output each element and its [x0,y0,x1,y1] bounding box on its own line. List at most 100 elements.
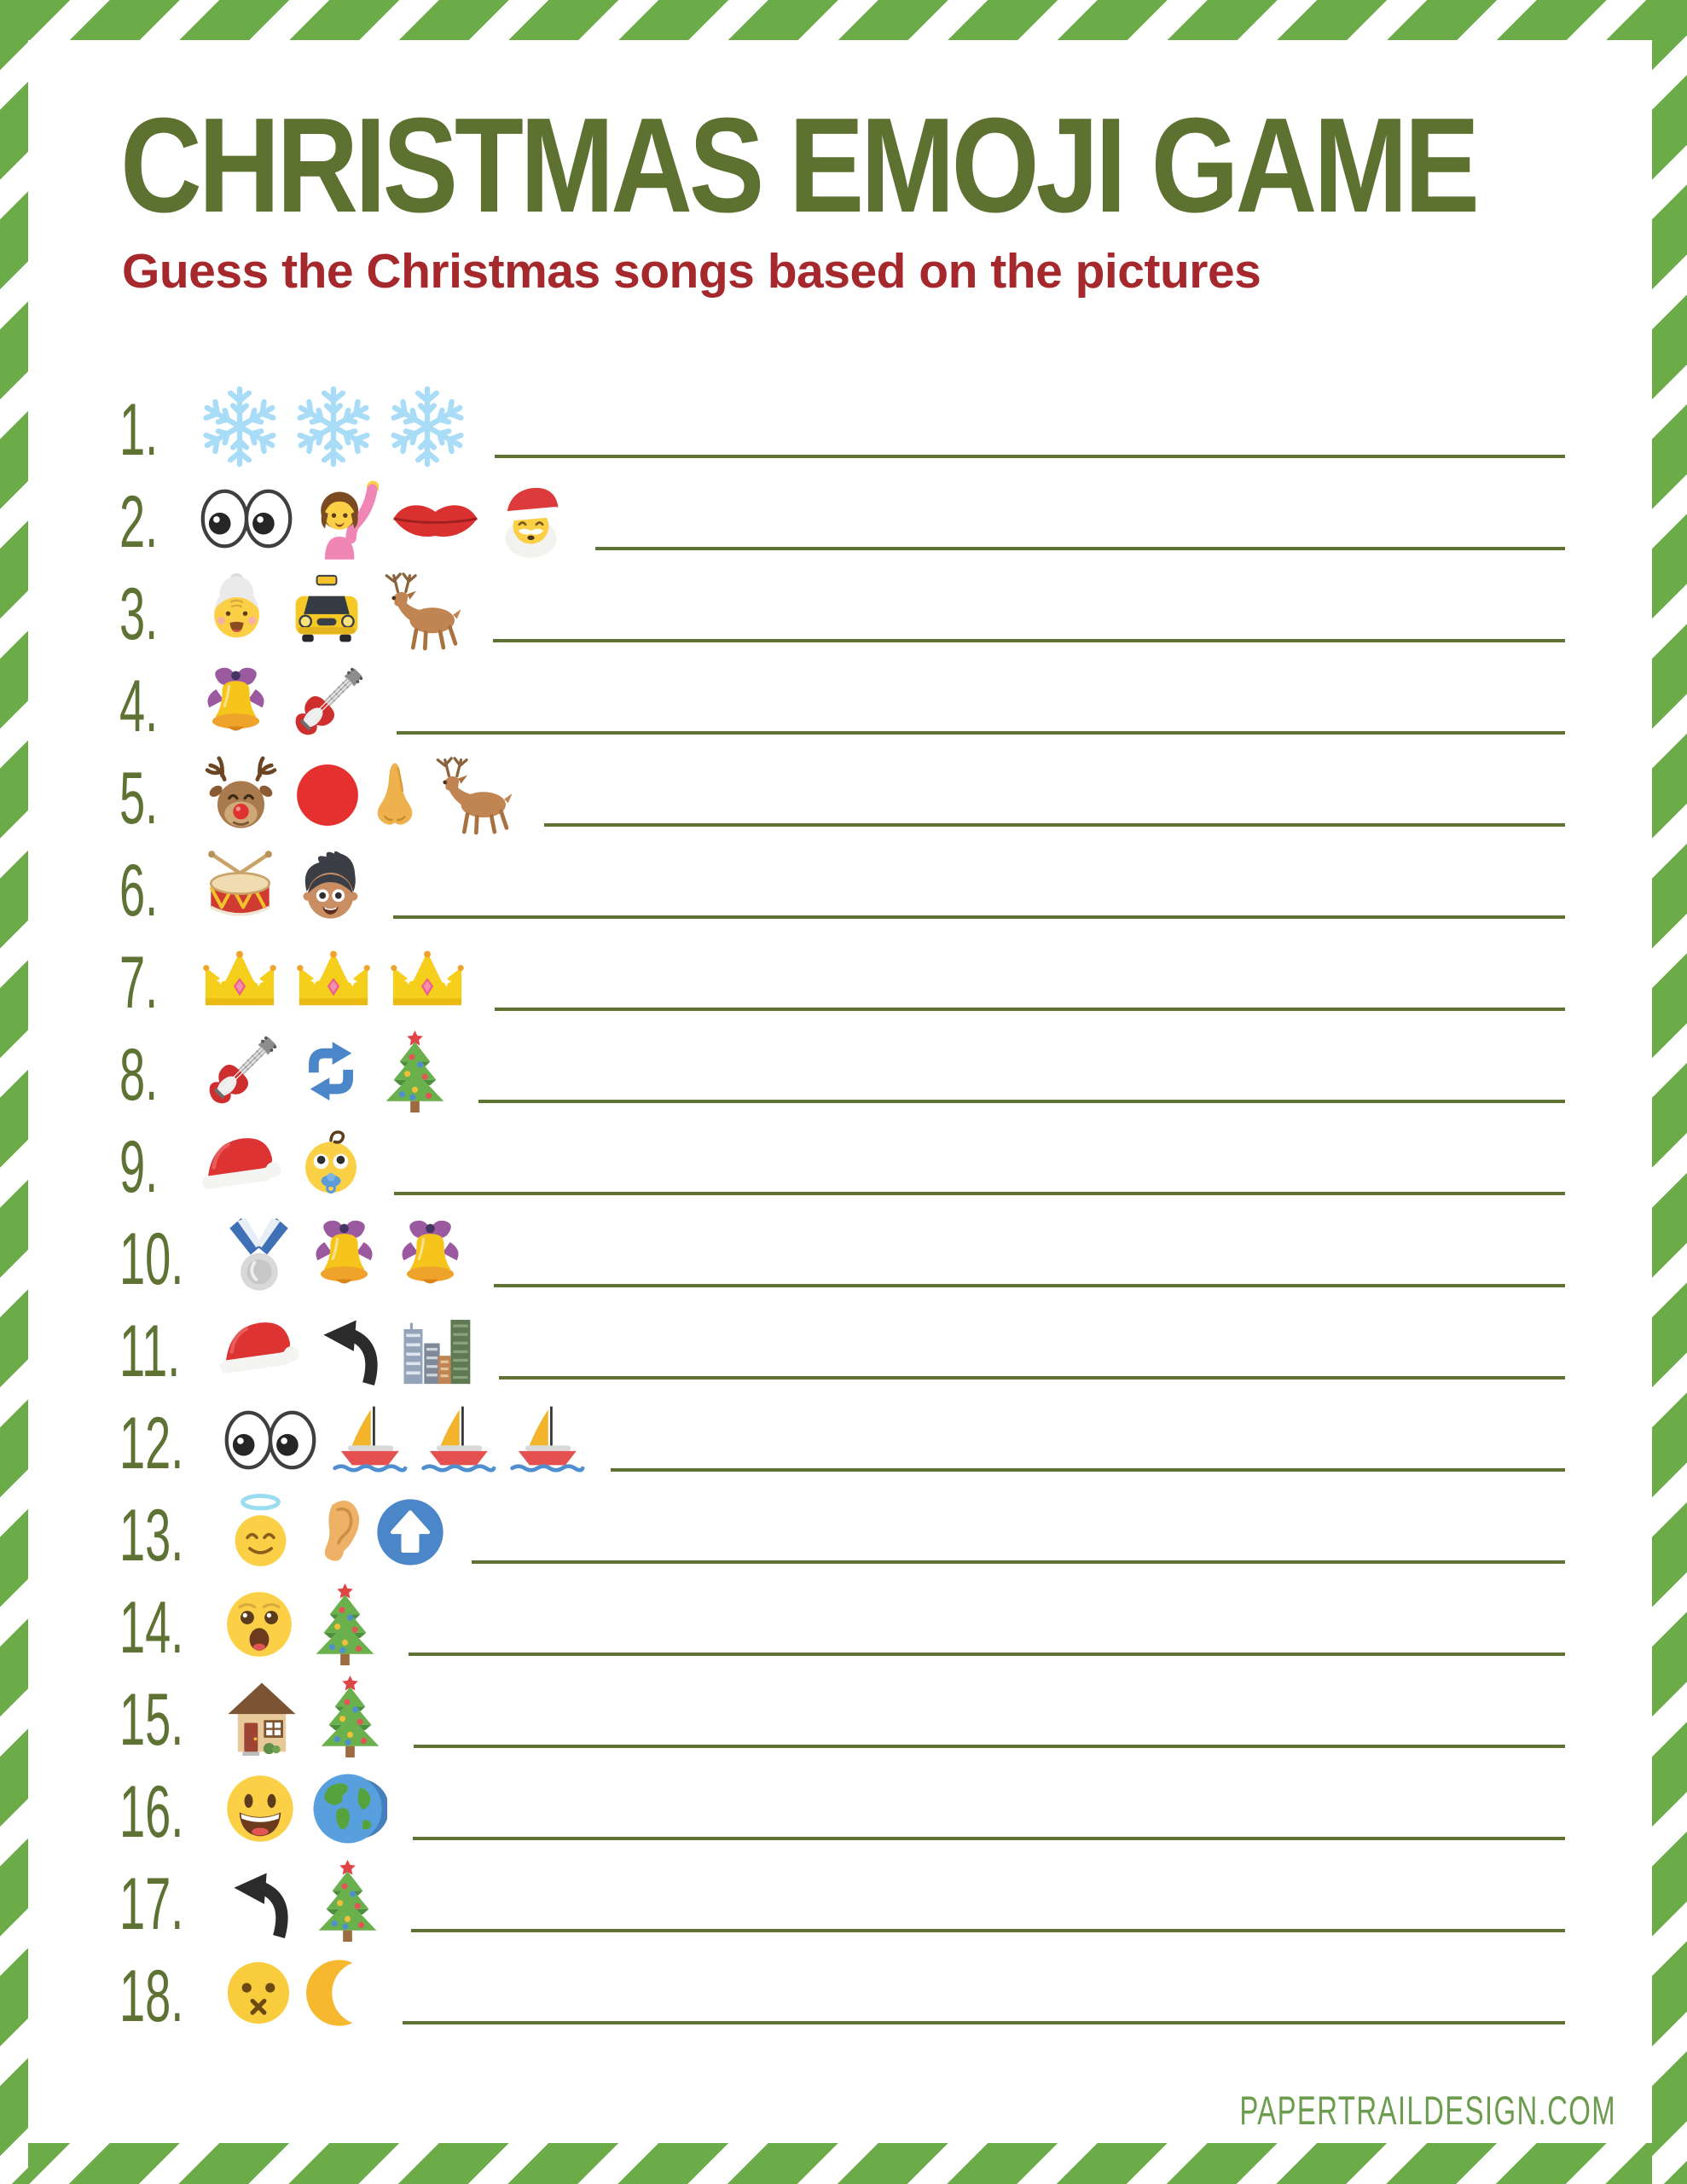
song-number: 11. [119,1310,181,1392]
santa-hat-icon [198,1128,283,1199]
striped-border-bottom [0,2143,1687,2184]
song-row: 13. [119,1486,1565,1578]
song-row: 11. [119,1302,1565,1394]
emoji-clue-group [222,1403,585,1478]
grandma-icon [198,570,275,652]
emoji-clue-group [198,478,570,560]
silent-face-icon [222,1956,295,2030]
drum-icon [198,849,282,926]
santa-claus-icon [492,478,570,560]
crescent-moon-icon [305,1957,377,2029]
emoji-clue-group [222,1956,377,2030]
up-arrow-button-icon [374,1496,446,1568]
taxi-icon [286,573,368,648]
song-number: 5. [119,758,159,839]
song-row: 8. [119,1025,1565,1118]
emoji-clue-group [198,570,467,652]
song-row: 18. [119,1947,1565,2039]
song-number: 10. [119,1218,184,1300]
lips-icon [389,494,482,543]
song-list: 1. 2. 3. 4. 5. 6. 7. 8. 9. 10. 11. 12. 13. 14. 15. 16. 1… [119,380,1565,2039]
deer-icon [429,755,519,835]
nose-icon [371,758,419,833]
emoji-clue-group [222,1215,468,1297]
song-row: 3. [119,565,1565,657]
angel-face-icon [222,1491,299,1573]
answer-blank [393,915,1565,919]
boy-icon [293,847,368,928]
snowflake-icon [292,385,375,468]
song-row: 9. [119,1118,1565,1210]
song-number: 4. [119,665,159,747]
grinning-face-icon [222,1770,299,1847]
song-number: 12. [119,1403,184,1484]
song-number: 14. [119,1587,184,1669]
emoji-clue-group [198,1125,368,1202]
song-number: 7. [119,942,159,1024]
song-row: 14. [119,1578,1565,1670]
back-arrow-icon [222,1863,299,1938]
song-number: 1. [119,389,159,471]
baby-icon [293,1125,368,1202]
earth-globe-icon [309,1769,387,1848]
answer-blank [397,731,1565,735]
emoji-clue-group [198,1028,453,1115]
snowflake-icon [198,385,281,468]
song-number: 13. [119,1495,184,1577]
snowflake-icon [386,385,469,468]
sailboat-icon [507,1403,585,1478]
answer-blank [595,547,1565,550]
striped-border-left [0,0,28,2184]
electric-guitar-icon [198,1028,285,1115]
sailboat-icon [418,1403,496,1478]
striped-border-right [1652,0,1687,2184]
silver-medal-icon [222,1216,296,1296]
song-row: 16. [119,1763,1565,1855]
song-number: 6. [119,850,159,932]
song-number: 18. [119,1955,184,2037]
answer-blank [408,1653,1565,1656]
song-row: 10. [119,1210,1565,1302]
song-number: 16. [119,1771,184,1853]
answer-blank [394,1192,1565,1195]
reindeer-face-icon [198,756,284,834]
emoji-clue-group [222,1582,383,1667]
song-row: 12. [119,1394,1565,1486]
song-number: 3. [119,573,159,655]
answer-blank [493,1284,1565,1287]
christmas-tree-icon [377,1029,453,1114]
song-row: 6. [119,841,1565,933]
eyes-icon [222,1409,319,1472]
song-row: 17. [119,1855,1565,1947]
song-row: 2. [119,473,1565,565]
christmas-tree-icon [310,1858,386,1943]
song-row: 1. [119,380,1565,473]
answer-blank [402,2021,1565,2024]
emoji-clue-group [198,944,469,1014]
bell-icon [392,1215,468,1297]
deer-icon [378,571,467,651]
christmas-tree-icon [312,1674,388,1759]
answer-blank [493,639,1565,642]
bell-icon [198,662,274,744]
page-subtitle: Guess the Christmas songs based on the p… [122,244,1261,299]
answer-blank [495,455,1565,458]
emoji-clue-group [198,755,519,835]
astonished-face-icon [222,1587,297,1662]
answer-blank [610,1468,1565,1472]
answer-blank [495,1008,1565,1011]
crown-icon [386,944,469,1014]
emoji-clue-group [222,1858,386,1943]
answer-blank [544,823,1565,827]
crown-icon [292,944,375,1014]
song-row: 15. [119,1670,1565,1763]
song-row: 4. [119,657,1565,749]
house-icon [222,1676,302,1757]
emoji-clue-group [222,1491,446,1573]
crown-icon [198,944,281,1014]
emoji-clue-group [222,1674,388,1759]
emoji-clue-group [198,385,469,468]
song-row: 5. [119,749,1565,841]
woman-raising-hand-icon [305,478,379,560]
